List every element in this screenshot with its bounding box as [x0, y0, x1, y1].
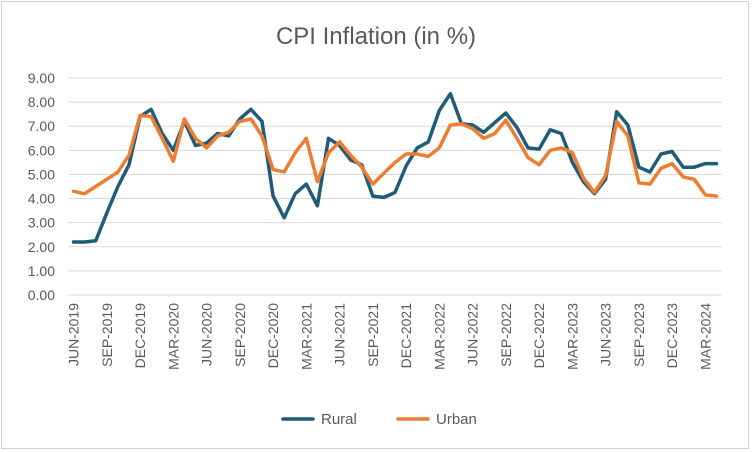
y-tick-label: 1.00 — [28, 263, 55, 279]
x-tick-label: DEC-2020 — [265, 303, 281, 369]
y-tick-label: 8.00 — [28, 94, 55, 110]
y-tick-label: 7.00 — [28, 118, 55, 134]
x-tick-label: DEC-2023 — [664, 303, 680, 369]
x-tick-label: SEP-2021 — [365, 303, 381, 367]
y-tick-label: 6.00 — [28, 142, 55, 158]
x-tick-label: SEP-2023 — [631, 303, 647, 367]
legend-label-rural: Rural — [321, 411, 357, 428]
x-tick-label: JUN-2022 — [465, 303, 481, 366]
x-tick-label: JUN-2020 — [199, 303, 215, 366]
x-tick-label: DEC-2019 — [132, 303, 148, 369]
x-tick-label: JUN-2023 — [598, 303, 614, 366]
y-tick-label: 0.00 — [28, 287, 55, 303]
x-tick-label: MAR-2024 — [697, 303, 713, 370]
series-lines — [71, 91, 719, 244]
y-tick-label: 3.00 — [28, 215, 55, 231]
x-tick-label: SEP-2022 — [498, 303, 514, 367]
y-tick-label: 9.00 — [28, 70, 55, 86]
legend: Rural Urban — [281, 411, 477, 428]
x-tick-label: DEC-2022 — [531, 303, 547, 369]
x-axis-ticks: JUN-2019 SEP-2019 DEC-2019 MAR-2020 JUN-2020… — [66, 303, 714, 370]
y-tick-label: 4.00 — [28, 191, 55, 207]
y-tick-label: 2.00 — [28, 239, 55, 255]
chart-title: CPI Inflation (in %) — [276, 23, 476, 50]
gridlines — [68, 77, 722, 296]
series-line-urban — [71, 113, 719, 198]
x-tick-label: MAR-2022 — [431, 303, 447, 370]
y-axis-ticks: 0.00 1.00 2.00 3.00 4.00 5.00 6.00 7.00 8.00 9.00 — [28, 70, 55, 303]
x-tick-label: MAR-2023 — [564, 303, 580, 370]
x-tick-label: MAR-2020 — [165, 303, 181, 370]
x-tick-label: DEC-2021 — [398, 303, 414, 369]
legend-label-urban: Urban — [436, 411, 477, 428]
x-tick-label: JUN-2019 — [66, 303, 82, 366]
y-tick-label: 5.00 — [28, 166, 55, 182]
x-tick-label: SEP-2020 — [232, 303, 248, 367]
x-tick-label: MAR-2021 — [298, 303, 314, 370]
x-tick-label: SEP-2019 — [99, 303, 115, 367]
series-line-rural — [71, 91, 719, 244]
x-tick-label: JUN-2021 — [332, 303, 348, 366]
